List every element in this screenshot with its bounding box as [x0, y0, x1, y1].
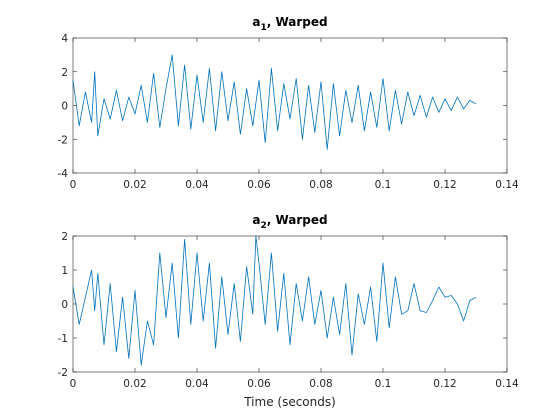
- y-tick-label: 2: [61, 231, 68, 243]
- plot-area: [72, 37, 508, 174]
- chart-title: a1, Warped: [252, 15, 327, 33]
- x-tick-label: 0.14: [495, 179, 519, 191]
- x-tick-label: 0.02: [123, 378, 146, 390]
- x-tick-label: 0.02: [123, 179, 146, 191]
- y-tick-label: 0: [61, 101, 68, 113]
- chart-title: a2, Warped: [252, 213, 327, 231]
- chart-title-subscript: 2: [260, 221, 266, 231]
- x-tick-label: 0.1: [375, 378, 392, 390]
- x-tick-label: 0.08: [309, 378, 332, 390]
- chart-title-suffix: , Warped: [267, 15, 328, 29]
- series-layer: [72, 54, 477, 150]
- x-tick-label: 0: [70, 378, 77, 390]
- plot-area: [72, 235, 508, 373]
- series-line: [72, 54, 477, 150]
- y-tick-label: -4: [58, 168, 69, 180]
- tick-layer: 0 0.02 0.04 0.06 0.08 0.1 0.12 0.14 -4 -2 0 2 4: [58, 33, 519, 191]
- y-tick-label: -2: [58, 367, 68, 379]
- axes-a2-warped: a2, Warped Time (seconds) 0 0.02 0.04 0.06 0…: [58, 213, 519, 409]
- chart-title-suffix: , Warped: [267, 213, 328, 227]
- x-tick-label: 0.12: [433, 179, 456, 191]
- x-tick-label: 0.04: [185, 179, 209, 191]
- x-tick-label: 0.06: [247, 179, 271, 191]
- x-tick-label: 0.12: [433, 378, 456, 390]
- y-tick-label: 2: [61, 67, 68, 79]
- x-tick-label: 0: [70, 179, 77, 191]
- series-line: [72, 235, 477, 366]
- x-axis-label: Time (seconds): [243, 395, 336, 409]
- y-tick-label: -2: [58, 134, 68, 146]
- series-layer: [72, 235, 477, 366]
- x-tick-label: 0.14: [495, 378, 519, 390]
- tick-layer: 0 0.02 0.04 0.06 0.08 0.1 0.12 0.14 -2 -1 0 1 2: [58, 231, 519, 390]
- x-tick-label: 0.1: [375, 179, 392, 191]
- y-tick-label: 1: [61, 265, 68, 277]
- x-tick-label: 0.06: [247, 378, 271, 390]
- axes-a1-warped: a1, Warped 0 0.02 0.04 0.06 0.08 0.1 0.12 0.14 -…: [58, 15, 519, 191]
- chart-title-subscript: 1: [260, 23, 266, 33]
- y-tick-label: -1: [58, 333, 68, 345]
- y-tick-label: 4: [61, 33, 68, 45]
- y-tick-label: 0: [61, 299, 68, 311]
- x-tick-label: 0.08: [309, 179, 332, 191]
- x-tick-label: 0.04: [185, 378, 209, 390]
